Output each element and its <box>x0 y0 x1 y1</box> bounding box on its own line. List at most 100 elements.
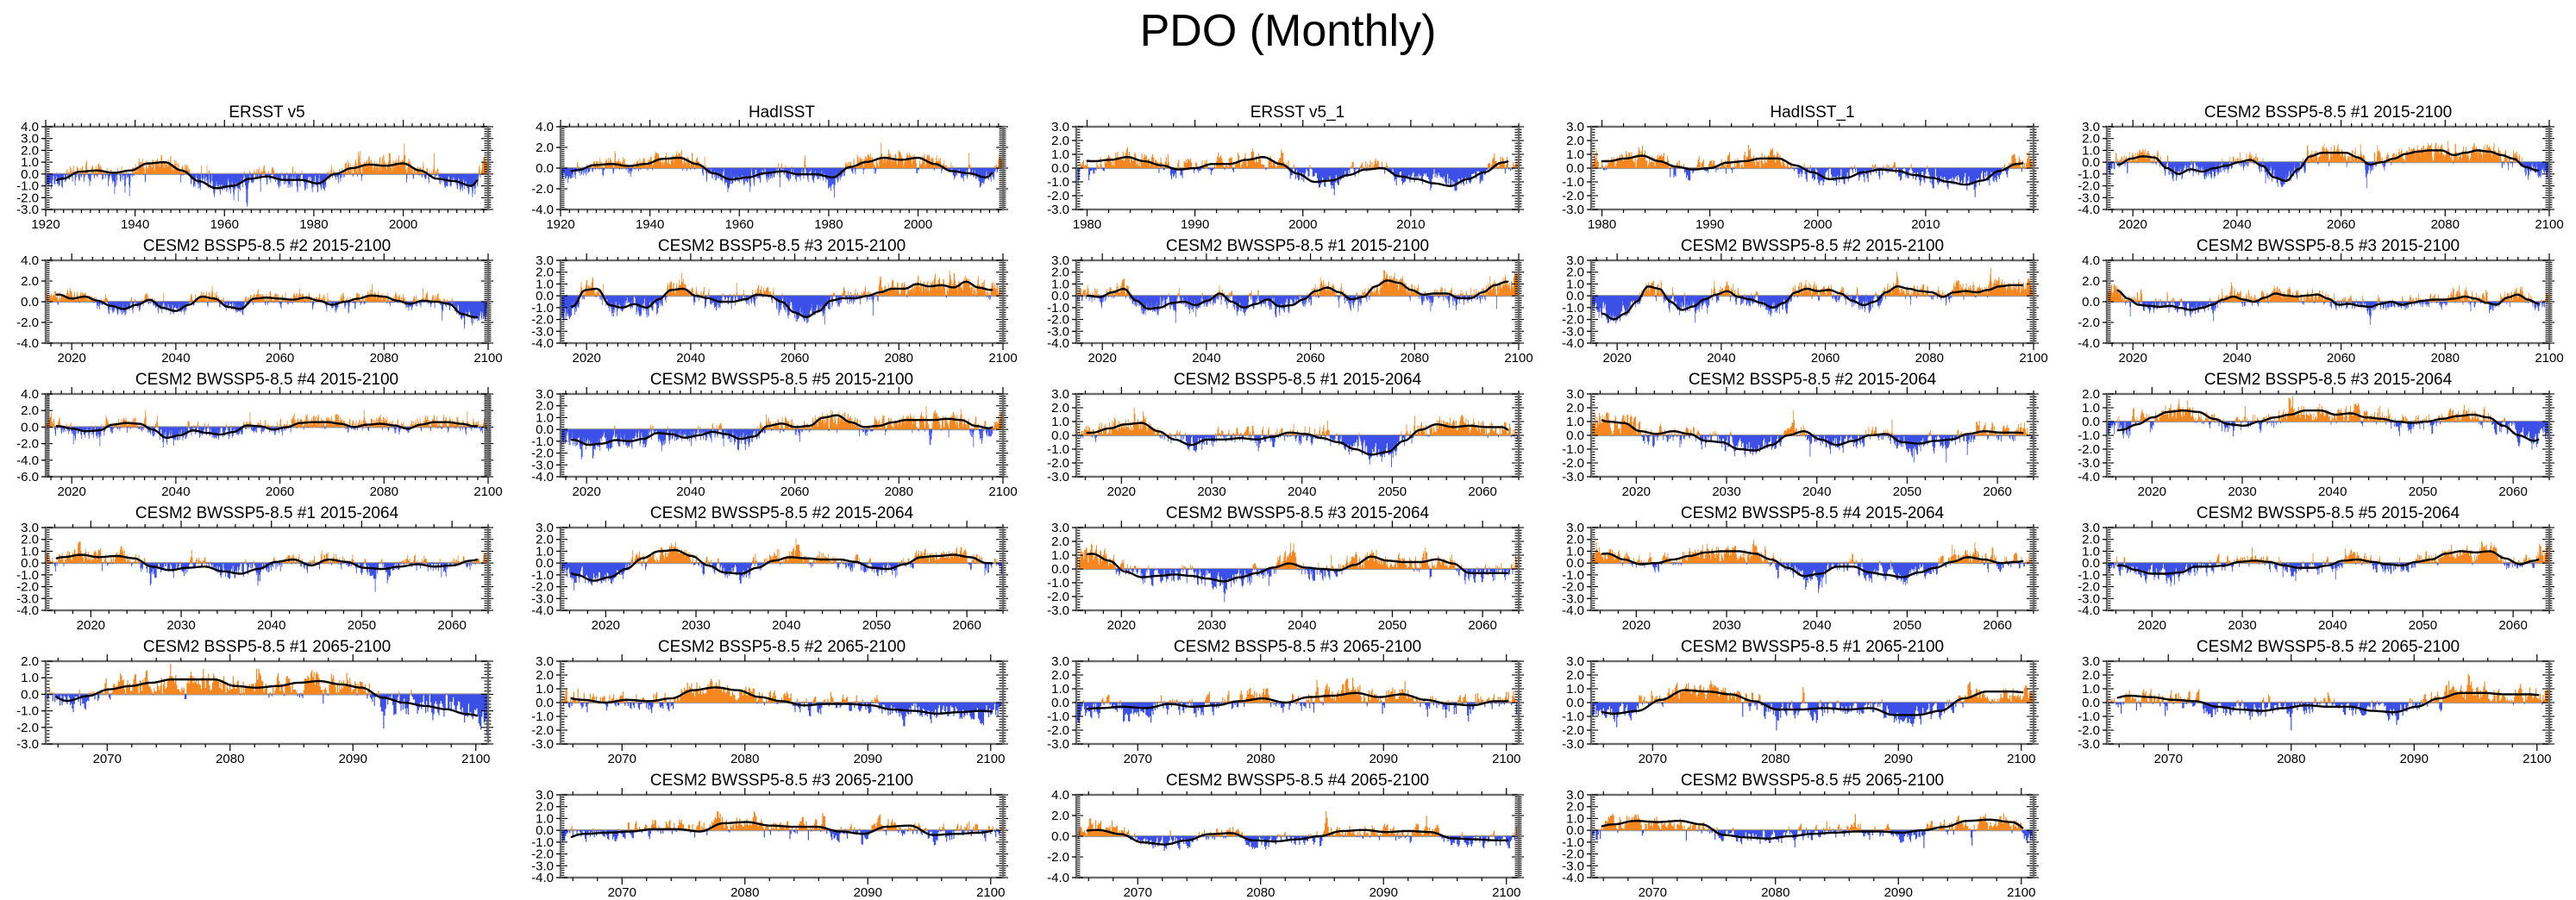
x-tick-label: 2100 <box>2535 351 2563 366</box>
y-tick-label: -3.0 <box>1562 203 1584 217</box>
x-tick-label: 2040 <box>1288 484 1316 499</box>
x-tick-label: 1990 <box>1181 217 1209 232</box>
y-tick-label: -3.0 <box>16 203 39 217</box>
y-tick-label: 0.0 <box>21 167 39 182</box>
y-tick-label: 2.0 <box>536 141 554 155</box>
x-tick-label: 2060 <box>1983 618 2011 633</box>
x-tick-label: 2050 <box>1893 618 1921 633</box>
x-tick-label: 2090 <box>339 752 367 766</box>
y-tick-label: 0.0 <box>1051 829 1069 844</box>
y-tick-label: 3.0 <box>1051 120 1069 134</box>
chart-plot: CESM2 BWSSP5-8.5 #3 2065-2100 -4.0-3.0-2.… <box>531 772 1008 900</box>
chart-cell: CESM2 BWSSP5-8.5 #1 2015-2064 -4.0 -3.0 -2.… <box>0 499 515 633</box>
y-tick-label: -2.0 <box>16 316 39 330</box>
chart-plot: CESM2 BWSSP5-8.5 #4 2015-2064 -4.0-3.0-2.… <box>1562 504 2039 633</box>
chart-cell: CESM2 BSSP5-8.5 #2 2015-2100 -4.0 -2.0 0.0 2… <box>0 232 515 366</box>
y-tick-label: 2.0 <box>21 654 39 669</box>
x-tick-label: 2100 <box>2523 752 2551 766</box>
x-tick-label: 2020 <box>2138 618 2166 633</box>
x-tick-label: 2100 <box>2019 351 2047 366</box>
chart-title: CESM2 BSSP5-8.5 #2 2015-2100 <box>143 237 391 255</box>
y-tick-label: 2.0 <box>2082 387 2100 402</box>
x-tick-label: 2100 <box>2535 217 2563 232</box>
chart-title: CESM2 BSSP5-8.5 #1 2065-2100 <box>143 638 391 656</box>
y-tick-label: 0.0 <box>1051 289 1069 303</box>
y-tick-label: 2.0 <box>1566 134 1584 148</box>
y-tick-label: 0.0 <box>2082 696 2100 710</box>
x-tick-label: 2080 <box>885 484 913 499</box>
y-tick-label: -4.0 <box>1562 603 1584 618</box>
y-tick-label: 3.0 <box>536 788 554 803</box>
y-tick-label: -2.0 <box>16 191 39 205</box>
chart-title: CESM2 BWSSP5-8.5 #3 2015-2100 <box>2197 237 2460 255</box>
chart-title: CESM2 BWSSP5-8.5 #1 2065-2100 <box>1681 638 1944 656</box>
y-tick-label: -2.0 <box>1047 723 1069 738</box>
x-tick-label: 2050 <box>2409 618 2437 633</box>
y-tick-label: -1.0 <box>531 434 554 449</box>
y-tick-label: 2.0 <box>536 668 554 683</box>
chart-cell: CESM2 BSSP5-8.5 #1 2015-2100 -4.0 -3.0 -2.0… <box>2061 98 2576 232</box>
y-tick-label: -2.0 <box>1047 189 1069 203</box>
y-tick-label: -3.0 <box>531 591 554 606</box>
x-tick-label: 2040 <box>676 484 705 499</box>
x-tick-label: 2030 <box>681 618 710 633</box>
y-tick-label: 3.0 <box>2082 120 2100 134</box>
y-tick-label: 3.0 <box>1051 521 1069 535</box>
y-tick-label: -3.0 <box>1562 737 1584 752</box>
y-tick-label: -2.0 <box>531 313 554 328</box>
x-tick-label: 2080 <box>216 752 244 766</box>
x-tick-label: 2020 <box>1107 484 1136 499</box>
y-tick-label: 3.0 <box>2082 654 2100 669</box>
chart-title: CESM2 BWSSP5-8.5 #3 2015-2064 <box>1166 504 1430 522</box>
y-tick-label: 0.0 <box>1566 823 1584 838</box>
y-tick-label: 2.0 <box>1051 134 1069 148</box>
y-tick-label: -3.0 <box>1047 203 1069 217</box>
y-tick-label: 0.0 <box>1051 161 1069 176</box>
y-tick-label: -2.0 <box>2078 580 2100 595</box>
y-tick-label: 1.0 <box>21 544 39 559</box>
chart-cell: CESM2 BSSP5-8.5 #2 2065-2100 -3.0 -2.0 -1.0… <box>515 633 1030 766</box>
chart-title: CESM2 BWSSP5-8.5 #2 2015-2064 <box>650 504 914 522</box>
y-tick-label: 2.0 <box>536 533 554 547</box>
x-tick-label: 1980 <box>1588 217 1616 232</box>
y-tick-label: 0.0 <box>1566 556 1584 571</box>
y-tick-label: -1.0 <box>2078 709 2100 724</box>
chart-cell: CESM2 BWSSP5-8.5 #2 2015-2100 -4.0 -3.0 -2.… <box>1545 232 2060 366</box>
y-tick-label: 4.0 <box>2082 253 2100 268</box>
y-tick-label: -4.0 <box>1047 871 1069 885</box>
chart-cell: CESM2 BWSSP5-8.5 #2 2065-2100 -3.0 -2.0 -1.… <box>2061 633 2576 766</box>
y-tick-label: 2.0 <box>2082 533 2100 547</box>
chart-title: HadISST_1 <box>1770 103 1854 122</box>
chart-plot: CESM2 BWSSP5-8.5 #1 2015-2100 -4.0-3.0-2.… <box>1047 237 1533 366</box>
x-tick-label: 2070 <box>608 752 636 766</box>
x-tick-label: 2090 <box>1884 752 1913 766</box>
y-tick-label: -2.0 <box>531 723 554 738</box>
x-tick-label: 2050 <box>2409 484 2437 499</box>
x-tick-label: 2090 <box>1369 885 1398 900</box>
y-tick-label: -2.0 <box>1562 723 1584 738</box>
chart-plot: CESM2 BWSSP5-8.5 #1 2065-2100 -3.0-2.0-1.… <box>1562 638 2039 766</box>
chart-plot: CESM2 BSSP5-8.5 #2 2015-2064 -3.0-2.0-1.0… <box>1562 371 2039 499</box>
y-tick-label: -1.0 <box>2078 167 2100 182</box>
x-tick-label: 2060 <box>266 484 294 499</box>
chart-title: CESM2 BSSP5-8.5 #2 2065-2100 <box>658 638 906 656</box>
y-tick-label: -1.0 <box>1562 175 1584 190</box>
y-tick-label: -4.0 <box>2078 336 2100 351</box>
y-tick-label: -4.0 <box>531 336 554 351</box>
chart-plot: CESM2 BSSP5-8.5 #1 2015-2064 -3.0-2.0-1.0… <box>1047 371 1524 499</box>
y-tick-label: 0.0 <box>536 696 554 710</box>
chart-cell: CESM2 BWSSP5-8.5 #3 2015-2064 -3.0 -2.0 -1.… <box>1031 499 1545 633</box>
y-tick-label: 2.0 <box>1566 800 1584 815</box>
y-tick-label: -3.0 <box>2078 737 2100 752</box>
x-tick-label: 2060 <box>1983 484 2011 499</box>
y-tick-label: -4.0 <box>531 871 554 885</box>
x-tick-label: 2100 <box>473 351 502 366</box>
y-tick-label: 0.0 <box>1566 289 1584 303</box>
x-tick-label: 2070 <box>1124 752 1152 766</box>
y-tick-label: 1.0 <box>536 410 554 425</box>
x-tick-label: 2000 <box>1803 217 1832 232</box>
chart-title: CESM2 BSSP5-8.5 #3 2065-2100 <box>1174 638 1421 656</box>
chart-cell: CESM2 BSSP5-8.5 #1 2065-2100 -3.0 -2.0 -1.0… <box>0 633 515 766</box>
x-tick-label: 1940 <box>636 217 664 232</box>
y-tick-label: 0.0 <box>21 556 39 571</box>
